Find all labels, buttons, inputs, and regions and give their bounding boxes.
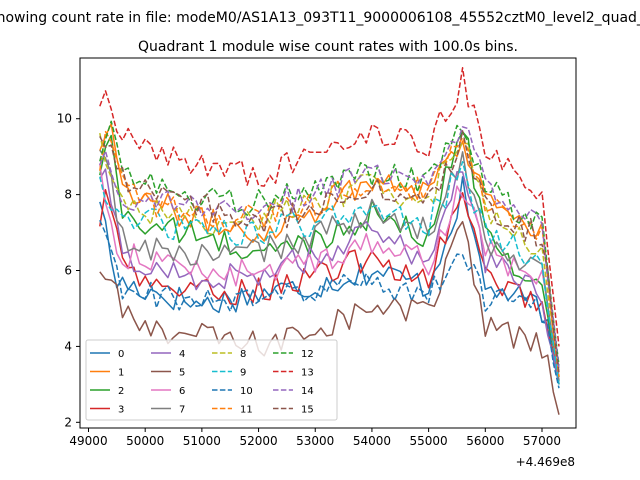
legend-box — [85, 339, 338, 421]
series-line-7 — [99, 149, 560, 381]
legend-label-12: 12 — [301, 349, 314, 360]
legend-label-9: 9 — [240, 368, 246, 379]
series-line-0 — [99, 176, 560, 385]
y-tick-label: 8 — [64, 188, 72, 202]
x-tick-label: 53000 — [296, 434, 334, 448]
chart-title: Quadrant 1 module wise count rates with … — [138, 39, 518, 55]
legend-label-1: 1 — [118, 368, 124, 379]
x-tick-label: 52000 — [239, 434, 277, 448]
x-tick-label: 57000 — [523, 434, 561, 448]
legend-label-0: 0 — [118, 349, 124, 360]
x-axis: 49000 50000 51000 52000 53000 54000 55000 56000… — [69, 428, 561, 448]
x-tick-label: 51000 — [183, 434, 221, 448]
x-tick-label: 54000 — [353, 434, 391, 448]
series-line-13 — [99, 67, 560, 347]
series-line-5 — [99, 220, 560, 415]
series-line-6 — [99, 163, 560, 377]
y-axis: 2 4 6 8 10 — [57, 112, 80, 429]
legend-label-6: 6 — [179, 386, 185, 397]
legend-label-3: 3 — [118, 405, 124, 416]
series-line-14 — [99, 126, 560, 370]
legend-label-2: 2 — [118, 386, 124, 397]
legend-label-14: 14 — [301, 386, 314, 397]
figure-suptitle: Plot showing count rate in file: modeM0/… — [0, 10, 640, 26]
y-tick-label: 6 — [64, 264, 72, 278]
legend-label-10: 10 — [240, 386, 253, 397]
plot-frame — [79, 57, 577, 429]
x-tick-label: 56000 — [466, 434, 504, 448]
x-tick-label: 55000 — [410, 434, 448, 448]
x-offset-text: +4.469e8 — [516, 455, 575, 469]
series-line-15 — [99, 130, 560, 374]
x-tick-label: 49000 — [69, 434, 107, 448]
legend-label-13: 13 — [301, 368, 314, 379]
legend-label-4: 4 — [179, 349, 185, 360]
series-line-10 — [99, 219, 560, 389]
series-line-9 — [99, 161, 560, 385]
x-tick-label: 50000 — [126, 434, 164, 448]
y-tick-label: 10 — [57, 112, 72, 126]
y-tick-label: 4 — [64, 339, 72, 353]
legend-label-5: 5 — [179, 368, 185, 379]
plot-lines — [99, 67, 560, 415]
series-line-12 — [99, 120, 560, 366]
legend-label-7: 7 — [179, 405, 185, 416]
series-line-3 — [99, 189, 560, 381]
legend-label-8: 8 — [240, 349, 246, 360]
legend-label-11: 11 — [240, 405, 253, 416]
series-line-11 — [99, 130, 560, 377]
y-tick-label: 2 — [64, 415, 72, 429]
legend-label-15: 15 — [301, 405, 314, 416]
